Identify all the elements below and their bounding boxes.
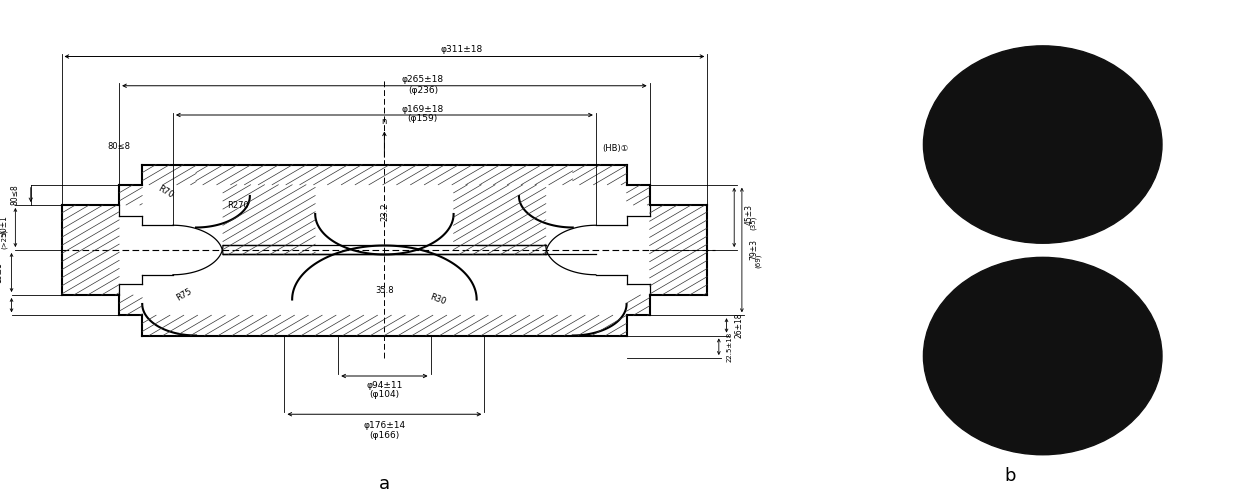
Text: 26±18: 26±18 [734, 313, 743, 338]
Text: φ94±11: φ94±11 [366, 382, 403, 390]
Text: 4±>25: 4±>25 [0, 294, 1, 318]
Text: 80≤8: 80≤8 [108, 142, 130, 151]
Text: (φ159): (φ159) [408, 114, 438, 123]
Text: 45±3: 45±3 [744, 204, 753, 226]
Text: 80≤8: 80≤8 [11, 184, 20, 206]
Bar [143, 164, 196, 184]
Bar [650, 205, 707, 295]
Text: (>25): (>25) [0, 228, 7, 249]
Text: (φ236): (φ236) [408, 86, 438, 94]
Text: a: a [379, 475, 389, 493]
Text: (HB)①: (HB)① [601, 144, 629, 153]
Text: R30: R30 [429, 292, 448, 306]
Text: 35.8: 35.8 [374, 286, 394, 295]
Text: R70: R70 [156, 184, 175, 200]
Bar [119, 295, 143, 316]
Ellipse shape [924, 258, 1162, 455]
Bar [223, 184, 315, 254]
Text: (φ104): (φ104) [370, 390, 399, 400]
Text: 15±1: 15±1 [0, 262, 2, 283]
Text: 23.2: 23.2 [379, 202, 389, 221]
Text: R75: R75 [175, 287, 193, 303]
Bar [196, 164, 573, 184]
Text: φ176±14: φ176±14 [363, 421, 405, 430]
Text: b: b [1004, 468, 1017, 485]
Text: (φ166): (φ166) [370, 431, 399, 440]
Bar [62, 205, 119, 295]
Bar [573, 164, 626, 184]
Text: R270: R270 [227, 200, 249, 209]
Text: 30±1: 30±1 [0, 215, 9, 236]
Bar [626, 295, 650, 316]
Bar [119, 184, 143, 205]
Bar [143, 315, 626, 336]
Bar [454, 184, 546, 254]
Ellipse shape [924, 46, 1162, 244]
Text: (35): (35) [749, 216, 756, 230]
Text: φ311±18: φ311±18 [440, 45, 482, 54]
Text: 79±3: 79±3 [749, 240, 759, 260]
Bar [626, 184, 650, 205]
Text: n: n [382, 117, 387, 126]
Text: (69): (69) [755, 254, 761, 268]
Text: 22.5±18: 22.5±18 [727, 332, 733, 362]
Text: φ265±18: φ265±18 [402, 76, 444, 84]
Text: φ169±18: φ169±18 [402, 104, 444, 114]
